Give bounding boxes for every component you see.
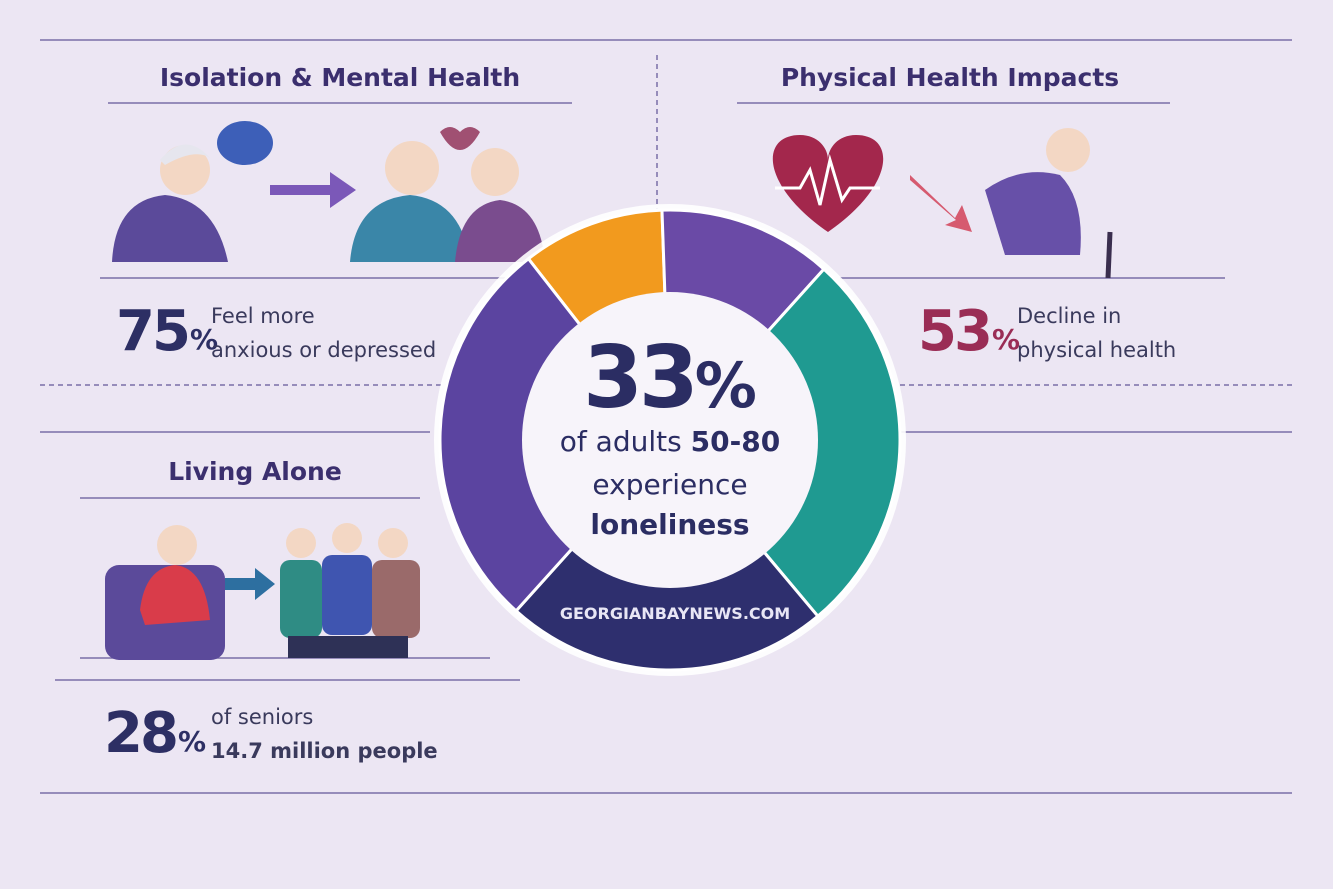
center-stat: 33% (520, 328, 820, 428)
stat: 75% (116, 302, 218, 362)
stat-line: physical health (1017, 338, 1177, 362)
arrow (225, 568, 275, 600)
arrow (270, 172, 356, 208)
illustration-physical (772, 128, 1113, 279)
cane (1105, 231, 1113, 279)
figure-head (286, 528, 316, 558)
figure-body (372, 560, 420, 638)
section-title: Isolation & Mental Health (159, 63, 521, 92)
stat-unit: % (991, 323, 1020, 356)
stat-number: 28 (104, 701, 179, 766)
figure-head (378, 528, 408, 558)
stat-line: 14.7 million people (211, 739, 438, 763)
heart (440, 127, 480, 150)
figure-head (1046, 128, 1090, 172)
stat-unit: % (694, 349, 757, 422)
illustration-isolation (112, 121, 545, 262)
figure-body (455, 200, 545, 262)
arrow (910, 175, 972, 232)
stat-unit: % (189, 323, 218, 356)
rules (40, 39, 1292, 794)
stat: 53% (918, 302, 1020, 362)
figure-body (322, 555, 372, 635)
stat-line: of seniors (211, 705, 314, 729)
stat-line: Feel more (211, 304, 315, 328)
figure-head (471, 148, 519, 196)
center-line: loneliness (590, 508, 750, 541)
heartbeat (775, 154, 880, 206)
figure-body (140, 565, 210, 625)
group-people (280, 523, 420, 658)
speech-bubble (217, 121, 273, 165)
figure-head (332, 523, 362, 553)
section-title: Physical Health Impacts (780, 63, 1120, 92)
figure-legs (288, 636, 408, 658)
source: GEORGIANBAYNEWS.COM (559, 604, 791, 623)
stat-text: Decline in physical health (1017, 299, 1176, 367)
center-line: experience (592, 468, 748, 501)
stat-number: 33 (583, 328, 699, 428)
figure-head (385, 141, 439, 195)
figure-body (985, 172, 1081, 255)
center-line: of adults 50-80 (500, 425, 840, 458)
heart (772, 135, 884, 232)
section-title: Living Alone (168, 457, 342, 486)
stat-number: 53 (918, 299, 993, 364)
figure-hair (160, 144, 210, 165)
figure-body (112, 195, 228, 262)
center-lead: of adults (559, 425, 682, 458)
stat-unit: % (177, 725, 206, 758)
illustration-alone (105, 523, 420, 660)
donut (438, 208, 902, 672)
figure-body (350, 195, 470, 262)
stat-text: of seniors 14.7 million people (211, 700, 438, 768)
stat: 28% (104, 704, 206, 764)
center-range: 50-80 (690, 425, 781, 458)
stat-line: anxious or depressed (211, 338, 437, 362)
figure-body (280, 560, 322, 638)
stat-line: Decline in (1017, 304, 1122, 328)
stat-number: 75 (116, 299, 191, 364)
donut-hole (522, 292, 818, 588)
figure-head (157, 525, 197, 565)
stat-text: Feel more anxious or depressed (211, 299, 436, 367)
